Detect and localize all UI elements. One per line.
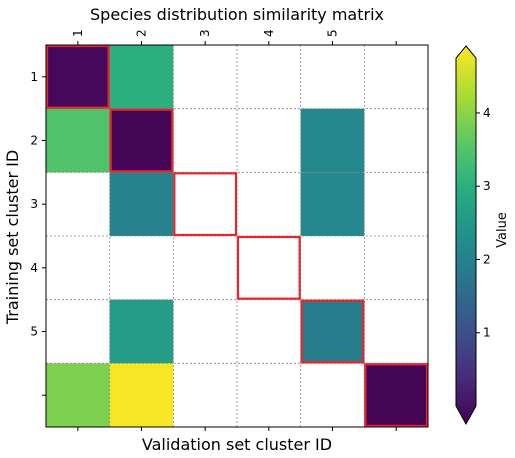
chart-title: Species distribution similarity matrix [90, 5, 384, 24]
heatmap-cell-r1-c1 [46, 45, 110, 109]
y-axis-label: Training set cluster ID [3, 150, 22, 325]
heatmap-cell-r6-c1 [46, 363, 110, 427]
x-axis-ticks: 1 2 3 4 5 [71, 29, 397, 431]
heatmap-cell-r2-c5 [300, 108, 365, 173]
heatmap-cell-r2-c2 [109, 108, 174, 173]
x-tick-label-5: 5 [326, 29, 340, 37]
heatmap-cells [46, 45, 428, 427]
highlight-box-r1-c1 [45, 44, 110, 109]
y-axis-ticks: 1 2 3 4 5 [30, 70, 46, 396]
highlight-box-r5-c5 [300, 299, 365, 364]
colorbar-tick-label-1: 1 [483, 326, 491, 340]
colorbar-tick-label-2: 2 [483, 252, 491, 266]
colorbar-label: Value [495, 212, 510, 248]
heatmap-cell-r3-c5 [300, 172, 365, 236]
heatmap-cell-r5-c5 [300, 299, 365, 364]
heatmap-cell-r2-c1 [46, 108, 110, 173]
x-axis-label: Validation set cluster ID [142, 435, 332, 454]
x-tick-label-2: 2 [135, 29, 149, 37]
heatmap-cell-r1-c2 [109, 45, 174, 109]
heatmap-cell-r6-c2 [109, 363, 174, 427]
heatmap-cell-r5-c2 [109, 299, 174, 364]
x-tick-label-1: 1 [71, 29, 85, 37]
y-tick-label-5: 5 [30, 325, 38, 339]
highlight-box-r2-c2 [109, 108, 174, 173]
y-tick-label-3: 3 [30, 197, 38, 211]
y-tick-label-4: 4 [30, 261, 38, 275]
x-tick-label-3: 3 [198, 29, 212, 37]
plot-frame [45, 44, 429, 428]
colorbar-tick-label-4: 4 [483, 106, 491, 120]
colorbar-ticks: 1 2 3 4 [476, 106, 491, 340]
colorbar: 1 2 3 4 Value [455, 45, 510, 426]
heatmap-cell-r6-c6 [364, 363, 428, 427]
highlight-box-r3-c3 [173, 172, 238, 237]
heatmap-cell-r3-c2 [109, 172, 174, 236]
highlight-boxes [45, 44, 429, 428]
y-tick-label-2: 2 [30, 134, 38, 148]
highlight-box-r4-c4 [236, 235, 301, 300]
colorbar-body [455, 45, 477, 426]
y-tick-label-1: 1 [30, 70, 38, 84]
colorbar-tick-label-3: 3 [483, 179, 491, 193]
x-tick-label-4: 4 [262, 29, 276, 37]
highlight-box-r6-c6 [364, 363, 429, 428]
